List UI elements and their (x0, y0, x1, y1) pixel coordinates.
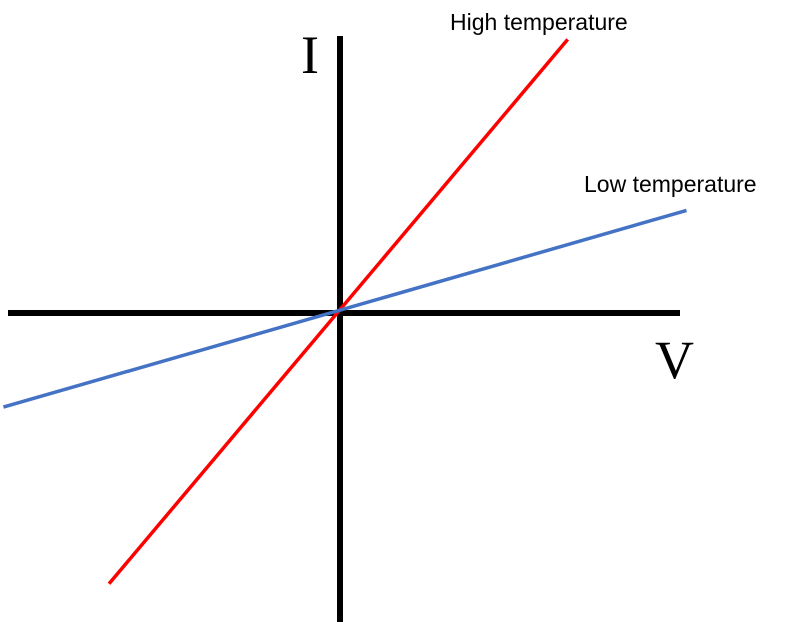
series-label-high-temperature: High temperature (450, 9, 628, 35)
series-line-low-temperature (2, 208, 687, 409)
series-layer: High temperature Low temperature (2, 9, 757, 585)
y-axis-label: I (301, 25, 319, 85)
x-axis-label: V (655, 330, 694, 390)
series-label-low-temperature: Low temperature (584, 171, 757, 197)
